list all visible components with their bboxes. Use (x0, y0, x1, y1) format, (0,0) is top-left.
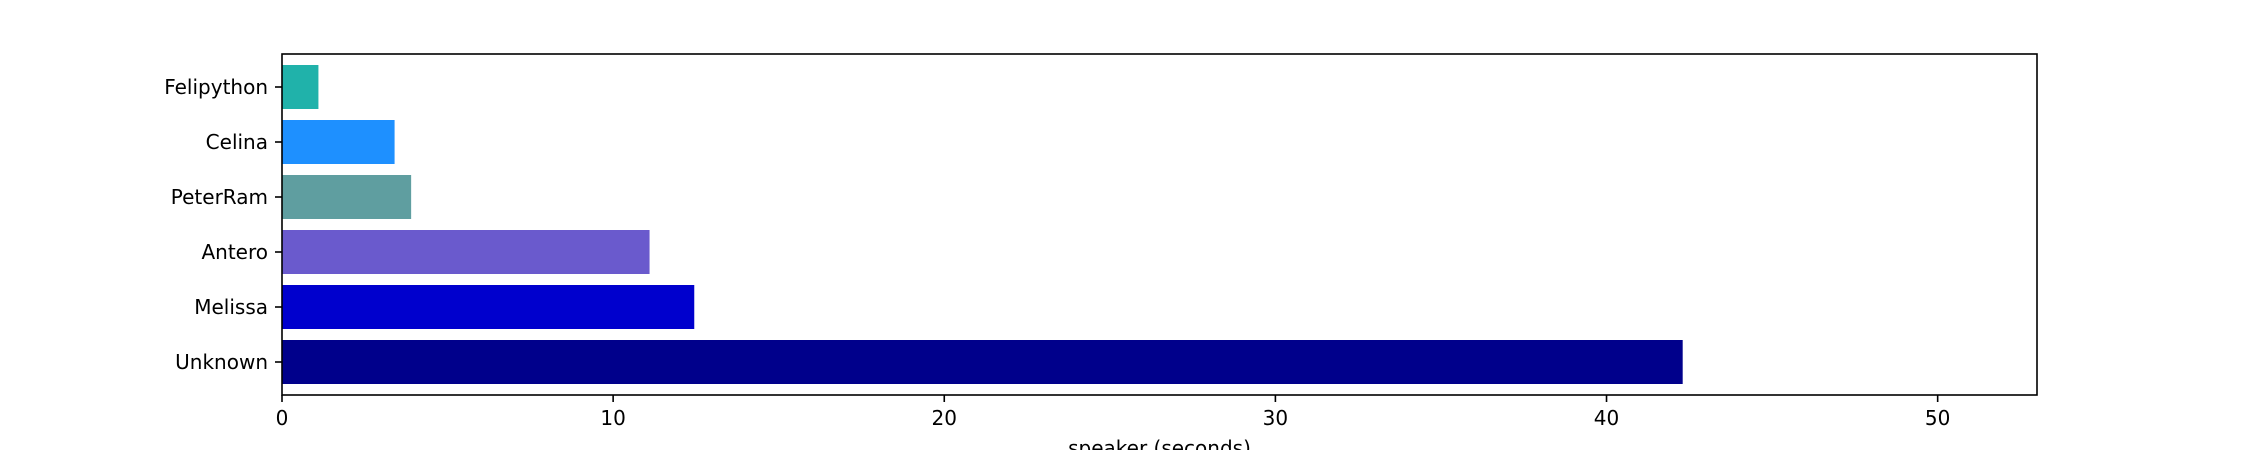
bar-celina (282, 120, 395, 164)
x-tick-label-20: 20 (932, 406, 957, 430)
y-tick-label-peterram: PeterRam (171, 185, 268, 209)
x-axis-label: speaker (seconds) (1068, 436, 1251, 450)
bar-peterram (282, 175, 412, 219)
x-tick-label-40: 40 (1594, 406, 1619, 430)
x-tick-label-0: 0 (276, 406, 289, 430)
y-tick-label-antero: Antero (201, 240, 268, 264)
bar-melissa (282, 285, 695, 329)
plot-frame (281, 53, 2038, 396)
y-axis-ticks: Unknown Melissa Antero PeterRam Celina Felipy… (164, 75, 282, 374)
y-tick-label-felipython: Felipython (164, 75, 268, 99)
bar-felipython (282, 65, 319, 109)
y-tick-label-celina: Celina (206, 130, 268, 154)
bar-antero (282, 230, 650, 274)
y-tick-label-unknown: Unknown (175, 350, 268, 374)
x-tick-label-30: 30 (1263, 406, 1288, 430)
bar-unknown (282, 340, 1683, 384)
x-axis-ticks: 0 10 20 30 40 50 (276, 395, 1950, 430)
x-tick-label-10: 10 (600, 406, 625, 430)
y-tick-label-melissa: Melissa (194, 295, 268, 319)
bars-layer (282, 65, 1683, 384)
x-tick-label-50: 50 (1925, 406, 1950, 430)
